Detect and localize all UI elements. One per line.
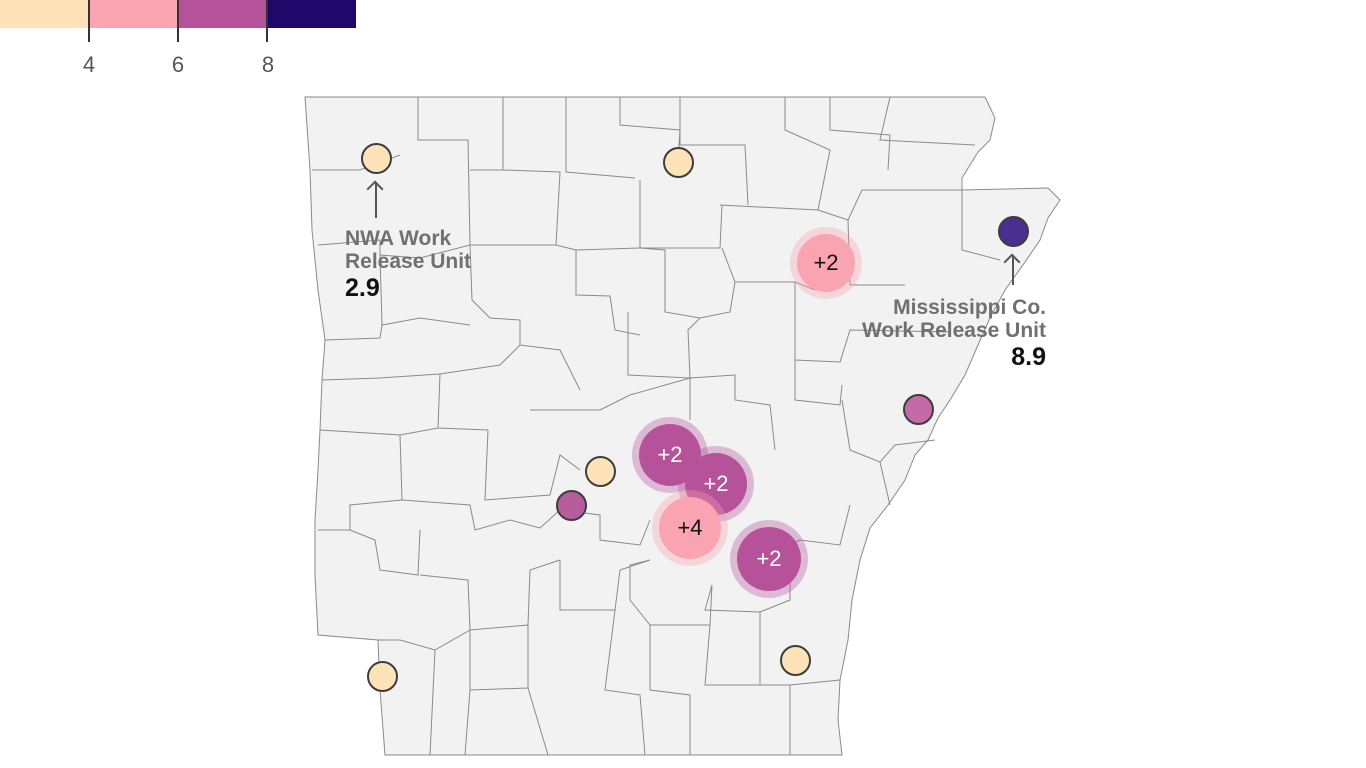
facility-marker-west-central[interactable] [556, 490, 587, 521]
nwa-annotation-name-line2: Release Unit [345, 250, 472, 273]
mississippi-annotation: Mississippi Co. Work Release Unit 8.9 [861, 296, 1046, 371]
mississippi-annotation-value: 8.9 [1011, 343, 1046, 371]
mississippi-annotation-name-line2: Work Release Unit [861, 319, 1046, 342]
facility-marker-southwest[interactable] [367, 661, 398, 692]
legend-label-4: 4 [82, 52, 96, 77]
legend-tick-4 [88, 0, 90, 42]
facility-marker-nwa[interactable] [361, 143, 392, 174]
nwa-annotation: NWA Work Release Unit 2.9 [345, 227, 472, 302]
facility-marker-east[interactable] [903, 394, 934, 425]
legend-swatch-max [267, 0, 356, 28]
mississippi-annotation-arrow [1012, 255, 1014, 285]
facility-marker-north-central[interactable] [663, 147, 694, 178]
cluster-marker-central-south[interactable]: +4 [659, 497, 721, 559]
legend-tick-8 [266, 0, 268, 42]
legend-swatch-high [178, 0, 267, 28]
facility-marker-central[interactable] [585, 456, 616, 487]
color-legend: 4 6 8 [0, 0, 360, 90]
facility-marker-southeast[interactable] [780, 645, 811, 676]
nwa-annotation-value: 2.9 [345, 274, 380, 302]
nwa-annotation-name-line1: NWA Work [345, 227, 452, 250]
cluster-marker-northeast[interactable]: +2 [797, 234, 855, 292]
legend-swatch-low [0, 0, 89, 28]
legend-label-6: 6 [171, 52, 185, 77]
nwa-annotation-arrow [375, 182, 377, 218]
legend-tick-6 [177, 0, 179, 42]
legend-swatch-mid [89, 0, 178, 28]
mississippi-annotation-name-line1: Mississippi Co. [893, 296, 1046, 319]
cluster-marker-south[interactable]: +2 [737, 527, 801, 591]
facility-marker-mississippi-co[interactable] [998, 216, 1029, 247]
legend-label-8: 8 [261, 52, 275, 77]
